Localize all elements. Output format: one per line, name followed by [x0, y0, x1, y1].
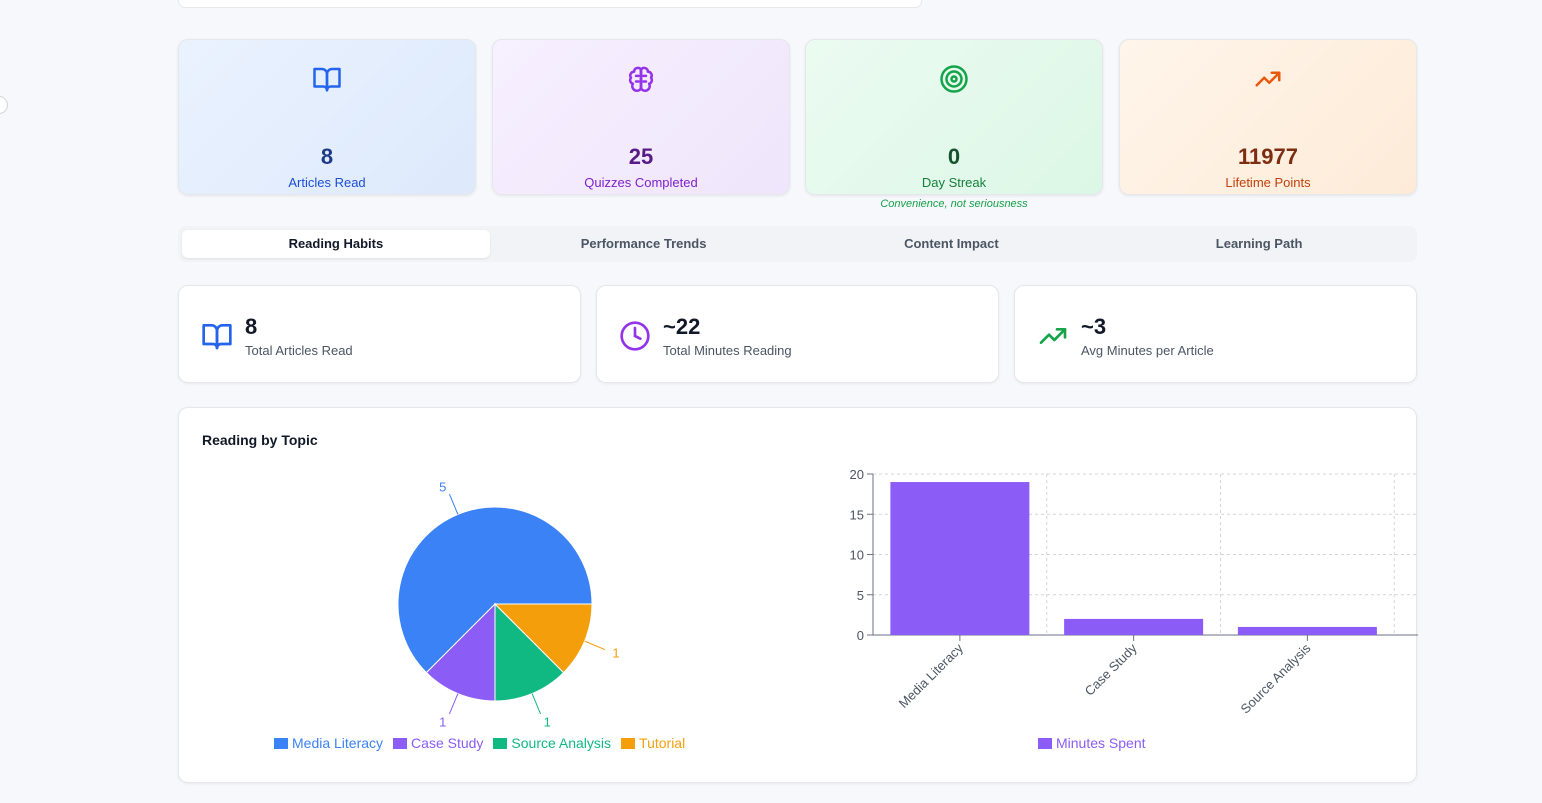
search-bar[interactable]: [178, 0, 922, 8]
pie-slice-source-analysis[interactable]: [494, 602, 565, 702]
y-tick-label: 10: [850, 548, 864, 563]
metric-value: ~3: [1081, 314, 1107, 339]
x-tick-label: Case Study: [1082, 640, 1140, 698]
stat-card-day-streak: 0 Day Streak Convenience, not seriousnes…: [805, 39, 1103, 210]
metric-avg-minutes: ~3 Avg Minutes per Article: [1014, 285, 1417, 383]
legend-label: Media Literacy: [292, 735, 384, 751]
minutes-bar-chart: 0 5 10 15 20 Media Literacy Case Study Source A…: [850, 467, 1418, 717]
pie-data-label: 5: [439, 480, 446, 495]
stat-label: Lifetime Points: [1225, 175, 1311, 190]
legend-item-tutorial[interactable]: Tutorial: [621, 735, 685, 751]
metric-value: 8: [245, 314, 258, 339]
stat-value: 11977: [1238, 144, 1298, 169]
x-tick-label: Media Literacy: [896, 640, 967, 711]
legend-label: Minutes Spent: [1056, 735, 1146, 751]
bar-case-study[interactable]: [1064, 618, 1204, 635]
tab-content-impact[interactable]: Content Impact: [904, 236, 999, 251]
metric-total-articles: 8 Total Articles Read: [178, 285, 581, 383]
tab-performance-trends[interactable]: Performance Trends: [580, 236, 707, 251]
trending-up-icon: [1039, 328, 1067, 344]
legend-label: Case Study: [411, 735, 484, 751]
tab-reading-habits[interactable]: Reading Habits: [182, 230, 490, 258]
pie-data-label: 1: [544, 714, 551, 729]
pie-label-line: [448, 693, 459, 715]
stat-value: 25: [628, 144, 654, 169]
pie-slice-media-literacy[interactable]: [397, 506, 593, 674]
panel-title: Reading by Topic: [202, 432, 318, 448]
metric-label: Total Articles Read: [245, 343, 353, 358]
legend-item-case-study[interactable]: Case Study: [393, 735, 483, 751]
legend-label: Source Analysis: [511, 735, 612, 751]
stat-value: 8: [320, 144, 334, 169]
book-open-icon: [313, 67, 341, 92]
analytics-tabs: Reading Habits Performance Trends Conten…: [178, 226, 1417, 262]
bar-legend: Minutes Spent: [1038, 735, 1146, 751]
y-tick-label: 5: [857, 588, 864, 603]
pie-slice-tutorial[interactable]: [493, 603, 593, 674]
sidebar-toggle[interactable]: [0, 96, 8, 114]
trending-up-icon: [1255, 71, 1281, 87]
y-tick-label: 20: [850, 467, 864, 482]
legend-swatch: [493, 737, 508, 749]
y-tick-label: 0: [857, 628, 864, 643]
pie-data-label: 1: [612, 646, 619, 661]
stat-label: Articles Read: [288, 175, 366, 190]
legend-label: Tutorial: [639, 735, 686, 751]
legend-item-source-analysis[interactable]: Source Analysis: [493, 735, 611, 751]
stat-card-lifetime-points: 11977 Lifetime Points: [1119, 39, 1417, 195]
legend-swatch: [1038, 737, 1052, 749]
metric-label: Avg Minutes per Article: [1081, 343, 1214, 358]
x-tick-label: Source Analysis: [1237, 640, 1313, 716]
pie-slice-case-study[interactable]: [425, 602, 496, 702]
stat-note: Convenience, not seriousness: [880, 198, 1028, 210]
legend-swatch: [621, 737, 636, 749]
stat-label: Day Streak: [921, 175, 987, 190]
stat-card-quizzes-completed: 25 Quizzes Completed: [492, 39, 790, 195]
pie-data-label: 1: [439, 714, 446, 729]
book-open-icon: [202, 324, 232, 350]
stat-card-articles-read: 8 Articles Read: [178, 39, 476, 195]
pie-label-line: [448, 493, 459, 515]
stat-value: 0: [947, 144, 961, 169]
legend-swatch: [393, 737, 408, 749]
reading-by-topic-panel: Reading by Topic 5 1 1 1 Media Literacy Case…: [178, 407, 1418, 783]
legend-swatch: [274, 737, 288, 749]
metric-label: Total Minutes Reading: [663, 343, 792, 358]
bar-source-analysis[interactable]: [1237, 626, 1377, 635]
pie-label-line: [584, 640, 606, 651]
metric-value: ~22: [663, 314, 701, 339]
clock-icon: [620, 321, 650, 351]
y-tick-label: 15: [850, 507, 864, 522]
pie-label-line: [531, 693, 542, 715]
brain-icon: [628, 66, 654, 92]
legend-item-media-literacy[interactable]: Media Literacy: [274, 735, 383, 751]
pie-legend: Media Literacy Case Study Source Analysis T…: [274, 735, 685, 751]
legend-item-minutes-spent[interactable]: Minutes Spent: [1038, 735, 1146, 751]
stat-label: Quizzes Completed: [584, 175, 698, 190]
tab-learning-path[interactable]: Learning Path: [1215, 236, 1303, 251]
metric-total-minutes: ~22 Total Minutes Reading: [596, 285, 999, 383]
topic-pie-chart: 5 1 1 1: [397, 480, 620, 729]
bar-media-literacy[interactable]: [890, 482, 1030, 635]
target-icon: [940, 65, 968, 93]
